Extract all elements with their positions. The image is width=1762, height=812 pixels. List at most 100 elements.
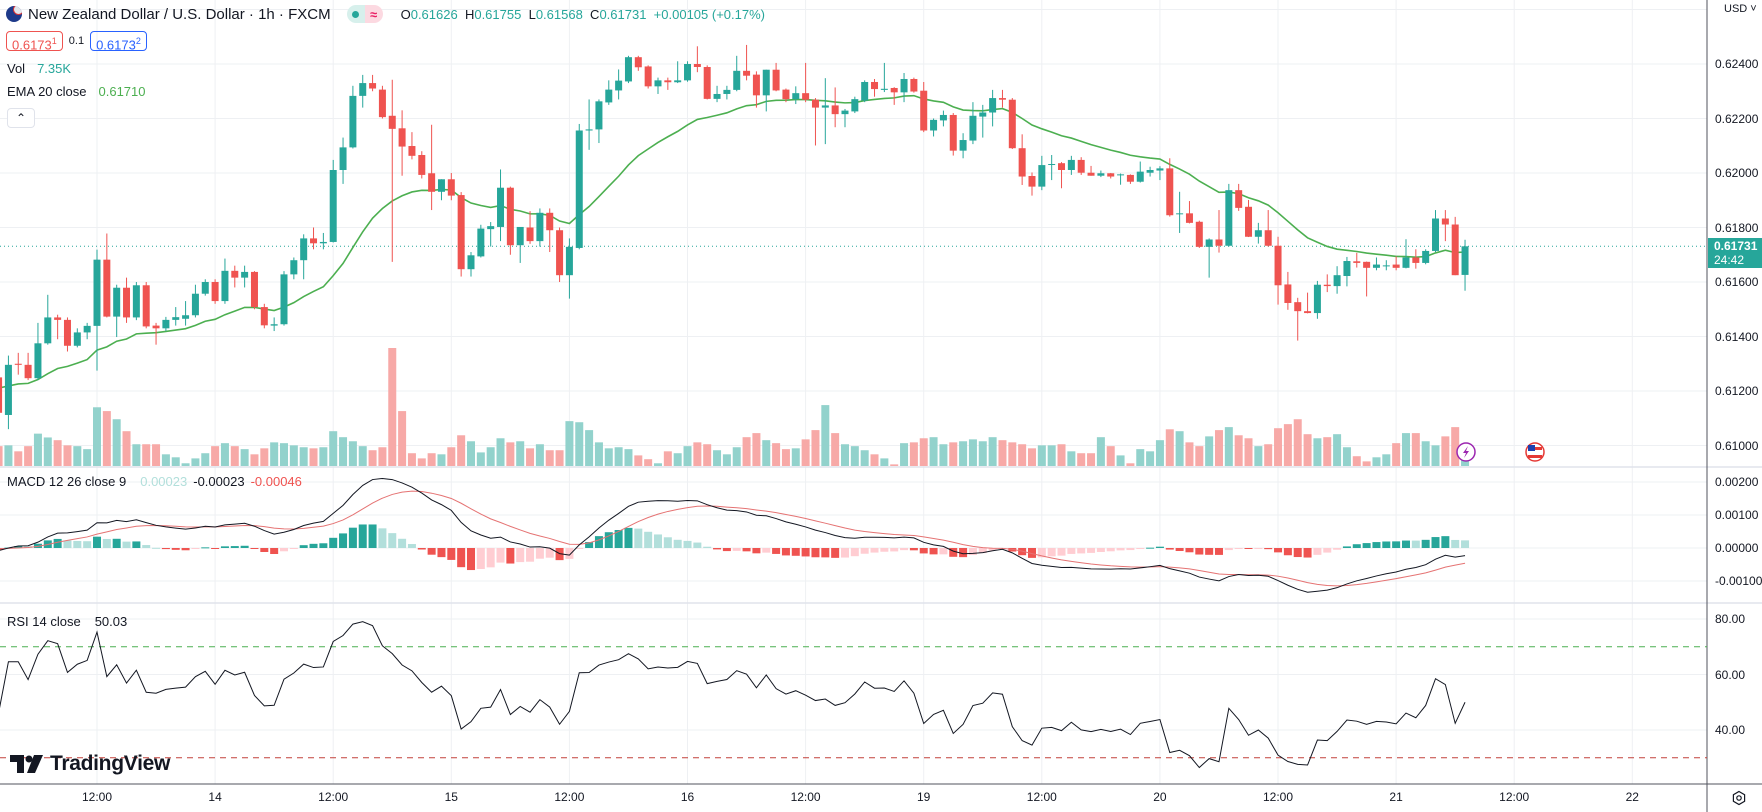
volume-bar <box>1254 446 1263 466</box>
candle-body <box>487 226 495 230</box>
macd-histogram-bar <box>1431 537 1440 548</box>
time-axis-label: 19 <box>917 790 931 804</box>
candle-body <box>565 246 573 276</box>
symbol-title[interactable]: New Zealand Dollar / U.S. Dollar · 1h · … <box>28 5 331 23</box>
axis-tick-label: 80.00 <box>1715 612 1746 626</box>
macd-histogram-bar <box>634 528 643 548</box>
candle-body <box>211 282 219 302</box>
candle-body <box>1382 265 1390 267</box>
macd-histogram-bar <box>73 540 82 548</box>
volume-bar <box>1274 428 1283 466</box>
ema-legend[interactable]: EMA 20 close 0.61710 <box>7 84 146 99</box>
macd-histogram-bar <box>535 548 544 559</box>
macd-histogram-bar <box>299 545 308 548</box>
buy-button[interactable]: 0.61732 <box>90 31 147 52</box>
earnings-lightning-icon[interactable] <box>1456 442 1476 462</box>
volume-bar <box>122 431 131 466</box>
volume-bar <box>998 440 1007 466</box>
macd-histogram-bar <box>230 546 239 548</box>
volume-bar <box>486 447 495 466</box>
volume-bar <box>565 421 574 466</box>
macd-histogram-bar <box>329 537 338 548</box>
macd-histogram-bar <box>1392 541 1401 548</box>
volume-bar <box>860 450 869 466</box>
candle-body <box>467 255 475 270</box>
volume-bar <box>1392 443 1401 466</box>
sell-button[interactable]: 0.61731 <box>6 31 63 52</box>
macd-histogram-bar <box>703 546 712 548</box>
candle-body <box>73 332 81 346</box>
volume-bar <box>614 447 623 466</box>
candle-body <box>260 307 268 326</box>
volume-bar <box>683 446 692 466</box>
volume-bar <box>1205 436 1214 466</box>
candle-body <box>497 187 505 227</box>
macd-histogram-bar <box>742 548 751 552</box>
volume-bar <box>1106 446 1115 466</box>
candle-body <box>910 78 918 92</box>
macd-histogram-bar <box>663 537 672 548</box>
macd-histogram-bar <box>457 548 466 568</box>
volume-bar <box>545 450 554 466</box>
volume-bar <box>240 449 249 466</box>
macd-histogram-bar <box>339 533 348 548</box>
macd-histogram-bar <box>1027 548 1036 558</box>
candle-body <box>359 83 367 96</box>
candle-body <box>231 270 239 278</box>
macd-histogram-bar <box>1106 548 1115 552</box>
volume-bar <box>988 437 997 466</box>
macd-histogram-bar <box>1274 548 1283 553</box>
macd-histogram-bar <box>1283 548 1292 556</box>
volume-bar <box>1382 454 1391 466</box>
volume-bar <box>968 439 977 466</box>
currency-selector[interactable]: USD ˅ <box>1724 3 1757 15</box>
macd-histogram-bar <box>1116 548 1125 551</box>
last-price-tag: 0.61731 24:42 <box>1708 238 1762 268</box>
macd-histogram-bar <box>624 527 633 548</box>
candle-body <box>1432 218 1440 251</box>
market-open-dot-icon <box>346 5 365 23</box>
volume-bar <box>1057 444 1066 466</box>
volume-bar <box>575 422 584 466</box>
volume-bar <box>693 442 702 466</box>
market-status-pill[interactable]: ≈ <box>346 5 383 23</box>
settings-gear-icon[interactable] <box>1731 790 1747 806</box>
candle-body <box>14 363 22 365</box>
time-axis-label: 12:00 <box>1026 790 1057 804</box>
candle-body <box>1363 261 1371 268</box>
candle-body <box>44 317 52 344</box>
volume-bar <box>811 430 820 466</box>
axis-tick-label: 0.62400 <box>1715 57 1759 71</box>
macd-histogram-bar <box>604 532 613 548</box>
candle-body <box>270 324 278 326</box>
volume-legend[interactable]: Vol 7.35K <box>7 61 72 76</box>
time-axis-label: 12:00 <box>1262 790 1294 804</box>
candle-body <box>142 285 150 327</box>
candle-body <box>132 285 140 318</box>
time-axis-label: 22 <box>1625 790 1639 804</box>
candle-body <box>851 99 859 112</box>
collapse-legend-button[interactable]: ⌃ <box>7 108 35 128</box>
candle-body <box>457 195 465 270</box>
candle-body <box>1451 224 1459 276</box>
macd-histogram-bar <box>447 548 456 560</box>
macd-histogram-bar <box>821 548 830 558</box>
volume-bar <box>447 447 456 466</box>
candle-body <box>674 80 682 83</box>
macd-histogram-bar <box>919 548 928 554</box>
macd-legend[interactable]: MACD 12 26 close 9 0.00023 -0.00023 -0.0… <box>7 474 302 489</box>
time-axis-label: 12:00 <box>318 790 349 804</box>
candle-body <box>969 115 977 141</box>
candle-body <box>792 93 800 100</box>
candle-body <box>526 227 534 242</box>
rsi-legend[interactable]: RSI 14 close 50.03 <box>7 614 128 629</box>
macd-histogram-bar <box>949 548 958 557</box>
us-economic-event-flag-icon[interactable] <box>1525 442 1545 462</box>
volume-bar <box>1175 431 1184 466</box>
candle-body <box>1323 284 1331 287</box>
tradingview-logo[interactable]: TradingView <box>10 752 170 776</box>
candle-body <box>1215 239 1223 246</box>
candle-body <box>369 83 377 89</box>
candle-body <box>861 81 869 101</box>
